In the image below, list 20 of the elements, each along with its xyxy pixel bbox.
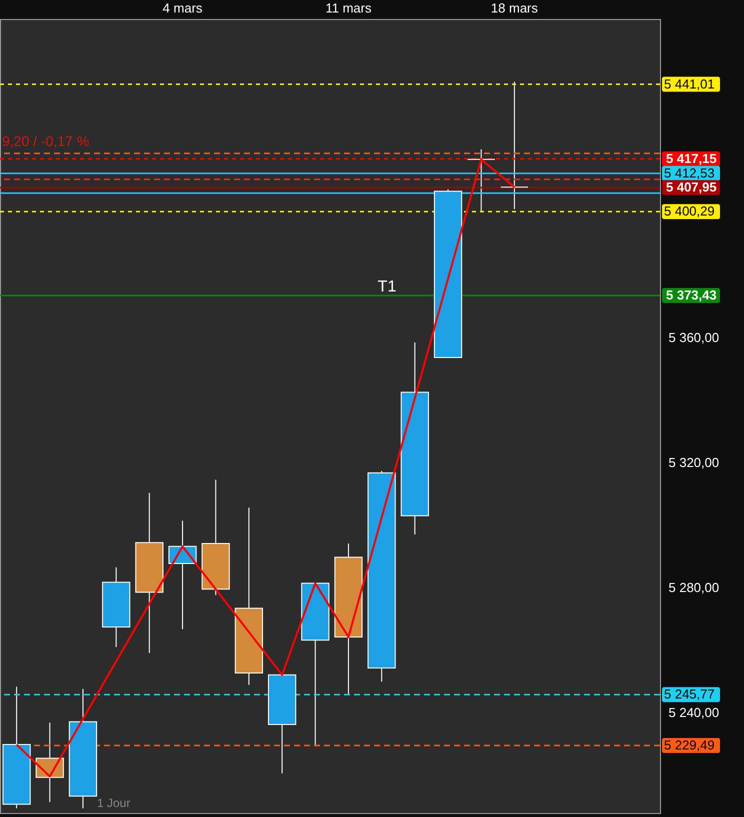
ref-line-label: 5 400,29 bbox=[664, 204, 715, 219]
y-tick-label: 5 240,00 bbox=[668, 705, 720, 720]
x-tick-label: 4 mars bbox=[162, 0, 203, 16]
candlestick bbox=[500, 81, 529, 210]
ref-line-label: 5 229,49 bbox=[664, 738, 715, 753]
x-tick-label: 11 mars bbox=[325, 0, 372, 16]
annotation: T1 bbox=[378, 278, 396, 296]
ref-line-label: 5 417,15 bbox=[666, 150, 717, 166]
x-tick-label: 18 mars bbox=[490, 0, 538, 16]
y-tick-label: 5 280,00 bbox=[668, 580, 720, 596]
ref-line-label: 5 441,01 bbox=[664, 76, 715, 92]
annotation: 9,20 / -0,17 % bbox=[2, 132, 90, 149]
y-tick-label: 5 360,00 bbox=[668, 330, 720, 346]
ref-line-label: 5 245,77 bbox=[664, 686, 715, 702]
ref-line-label: 5 412,53 bbox=[664, 165, 715, 180]
y-tick-label: 5 320,00 bbox=[668, 455, 720, 470]
candlestick bbox=[467, 148, 496, 213]
ref-line-label: 5 407,95 bbox=[666, 180, 717, 195]
ref-line-label: 5 373,43 bbox=[666, 288, 717, 303]
annotation: 1 Jour bbox=[97, 796, 130, 810]
